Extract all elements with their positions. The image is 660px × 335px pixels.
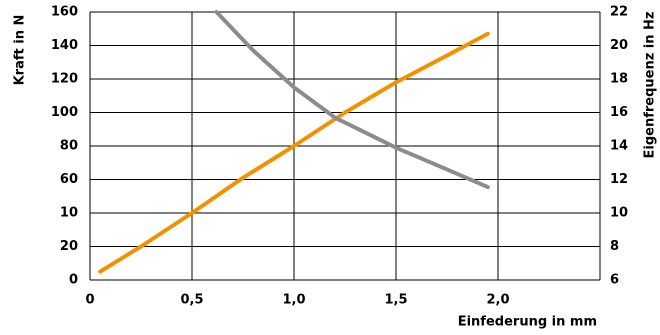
x-tick-label: 1,0 xyxy=(282,293,305,308)
x-tick-label: 2,0 xyxy=(486,293,509,308)
data-line xyxy=(98,31,490,274)
y-tick-label: 80 xyxy=(60,139,78,154)
y-axis-label: Kraft in N xyxy=(13,15,28,86)
y2-tick-label: 10 xyxy=(610,206,628,221)
y2-tick-label: 18 xyxy=(610,72,628,87)
y2-tick-label: 6 xyxy=(610,273,619,288)
y-tick-label: 10 xyxy=(60,206,78,221)
x-axis-label: Einfederung in mm xyxy=(458,315,597,330)
y2-tick-label: 20 xyxy=(610,38,628,53)
x-tick-label: 1,5 xyxy=(384,293,407,308)
x-tick-label: 0,5 xyxy=(180,293,203,308)
y-tick-label: 140 xyxy=(51,38,78,53)
y2-tick-label: 8 xyxy=(610,239,619,254)
y2-tick-label: 12 xyxy=(610,172,628,187)
y2-axis-label: Eigenfrequenz in Hz xyxy=(643,11,658,158)
y2-tick-label: 14 xyxy=(610,139,628,154)
y2-tick-label: 16 xyxy=(610,105,628,120)
y-tick-label: 20 xyxy=(60,239,78,254)
y-tick-label: 0 xyxy=(69,273,78,288)
x-tick-label: 0 xyxy=(85,293,94,308)
y-tick-label: 160 xyxy=(51,5,78,20)
y-tick-label: 60 xyxy=(60,172,78,187)
y-tick-label: 100 xyxy=(51,105,78,120)
y-tick-label: 120 xyxy=(51,72,78,87)
data-line xyxy=(214,10,490,190)
y2-tick-label: 22 xyxy=(610,5,628,20)
